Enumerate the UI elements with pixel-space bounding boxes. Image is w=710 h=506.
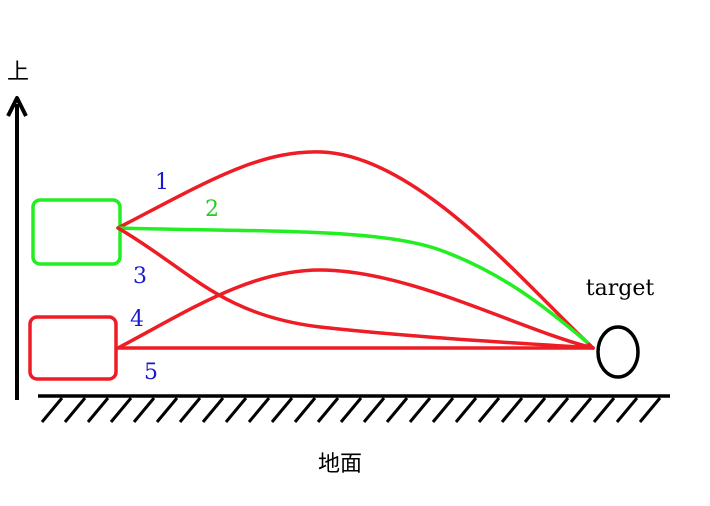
hatch-line [132, 397, 156, 423]
hatch-line [500, 397, 524, 423]
path-2 [116, 226, 589, 344]
hatch-line [155, 397, 179, 423]
hatch-line [408, 397, 432, 423]
hatch-line [86, 397, 110, 423]
hatch-line [109, 397, 133, 423]
hatch-line [454, 397, 478, 423]
up-arrow-head [6, 96, 28, 117]
green-box [31, 198, 122, 266]
hatch-line [477, 397, 501, 423]
target [596, 325, 640, 379]
hatch-line [385, 397, 409, 423]
path-3 [116, 226, 595, 350]
path-label: 5 [144, 360, 158, 385]
path-label: 1 [155, 170, 169, 195]
ground-label: 地面 [318, 452, 362, 477]
red-box [28, 315, 118, 381]
hatch-line [362, 397, 386, 423]
hatch-line [339, 397, 363, 423]
hatch-line [316, 397, 340, 423]
target-label: target [586, 276, 655, 301]
path-label: 4 [130, 307, 144, 332]
hatch-line [270, 397, 294, 423]
hatch-line [546, 397, 570, 423]
hatch-line [592, 397, 616, 423]
hatch-line [201, 397, 225, 423]
hatch-line [615, 397, 639, 423]
hatch-line [569, 397, 593, 423]
hatch-line [63, 397, 87, 423]
hatch-line [431, 397, 455, 423]
path-label: 2 [205, 197, 219, 222]
axis-label: 上 [7, 60, 29, 85]
hatch-line [178, 397, 202, 423]
hatch-line [224, 397, 248, 423]
path-4 [116, 268, 595, 350]
ground-hatch [40, 397, 662, 423]
hatch-line [247, 397, 271, 423]
hatch-line [523, 397, 547, 423]
hatch-line [638, 397, 662, 423]
path-label: 3 [133, 264, 147, 289]
path-1 [116, 150, 595, 350]
hatch-line [40, 397, 64, 423]
hatch-line [293, 397, 317, 423]
